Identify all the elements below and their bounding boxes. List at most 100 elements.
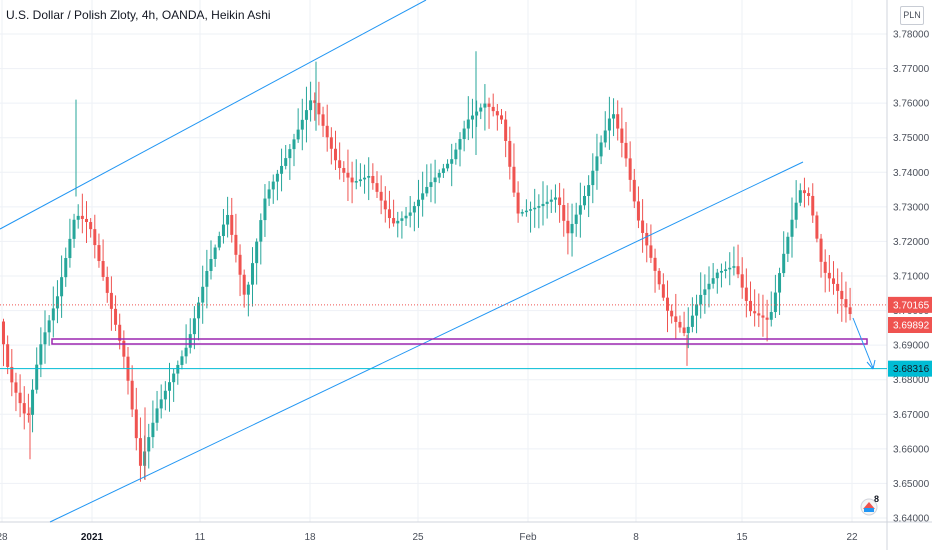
channel-upper-line (0, 0, 427, 230)
candle-body (375, 183, 379, 192)
candle-body (466, 119, 470, 129)
candle-body (300, 119, 304, 130)
candle-body (798, 190, 802, 203)
candle-body (138, 438, 142, 466)
price-tag (888, 317, 932, 333)
y-tick-label: 3.77000 (893, 64, 930, 75)
candle-body (64, 258, 68, 278)
support-zone (51, 338, 868, 345)
candle-body (60, 277, 64, 297)
candle-body (450, 159, 454, 164)
x-tick-label: 2021 (81, 532, 104, 543)
candle-body (2, 321, 5, 345)
candle-body (304, 110, 308, 120)
candle-body (346, 172, 350, 178)
candle-body (35, 364, 39, 390)
candle-body (80, 215, 84, 219)
candle-body (350, 177, 354, 183)
candle-body (14, 382, 18, 393)
candle-body (342, 168, 346, 173)
candle-body (533, 207, 537, 210)
candle-body (72, 219, 76, 239)
candle-body (313, 100, 317, 103)
candle-body (524, 210, 528, 213)
candle-body (109, 292, 113, 309)
candle-body (321, 114, 325, 126)
x-tick-label: 8 (633, 532, 639, 543)
candle-body (367, 176, 371, 178)
candle-body (263, 198, 267, 221)
candle-body (39, 344, 43, 365)
y-tick-label: 3.73000 (893, 202, 930, 213)
candle-body (811, 195, 815, 216)
candle-body (184, 347, 188, 357)
candle-body (51, 308, 55, 321)
candle-body (645, 232, 649, 246)
candle-body (707, 283, 711, 290)
candle-body (188, 334, 192, 348)
candle-body (558, 197, 562, 206)
candle-body (396, 220, 400, 224)
y-tick-label: 3.69000 (893, 341, 930, 352)
candle-body (695, 304, 699, 316)
candle-body (209, 258, 213, 271)
y-tick-label: 3.76000 (893, 99, 930, 110)
candle-body (114, 308, 118, 325)
candle-body (512, 166, 516, 193)
candle-body (641, 220, 645, 233)
candle-body (379, 191, 383, 201)
candle-body (715, 272, 719, 279)
candle-body (757, 313, 761, 316)
candle-body (832, 278, 835, 284)
candle-body (670, 310, 674, 317)
candle-body (201, 286, 205, 303)
candle-body (408, 212, 412, 216)
candle-body (578, 205, 582, 215)
candle-body (566, 220, 570, 234)
candle-body (97, 245, 101, 262)
candle-body (151, 422, 155, 438)
candle-body (433, 177, 437, 183)
price-tag-label: 3.68316 (893, 364, 930, 375)
candle-body (790, 219, 794, 237)
candle-body (711, 278, 715, 284)
candle-body (197, 302, 201, 319)
candle-body (724, 269, 728, 271)
candle-body (462, 128, 466, 140)
candle-body (43, 332, 47, 345)
candle-body (172, 373, 176, 383)
candle-body (802, 190, 806, 194)
candle-body (769, 312, 773, 320)
candle-body (122, 340, 126, 357)
candle-body (819, 238, 823, 262)
candle-body (134, 409, 138, 439)
currency-badge[interactable]: PLN (900, 6, 924, 25)
candle-body (549, 199, 553, 202)
candle-body (22, 403, 26, 414)
candle-body (101, 261, 105, 277)
candle-body (10, 366, 14, 383)
candle-body (404, 215, 408, 219)
projection-arrow (852, 317, 874, 369)
candle-body (487, 103, 491, 107)
candle-body (678, 321, 682, 328)
candle-body (553, 197, 557, 200)
candle-body (387, 209, 391, 219)
y-tick-label: 3.66000 (893, 444, 930, 455)
candle-body (504, 119, 508, 141)
candle-body (728, 267, 732, 270)
candle-body (267, 189, 271, 199)
projection-arrow-head (866, 359, 876, 370)
candle-body (827, 272, 831, 279)
candle-body (363, 177, 367, 180)
candle-body (848, 307, 852, 315)
candle-body (392, 218, 396, 224)
candle-body (130, 380, 134, 410)
candle-body (470, 115, 474, 120)
x-tick-label: 15 (736, 532, 748, 543)
candle-body (782, 253, 786, 274)
candle-body (230, 214, 234, 235)
candle-body (674, 316, 678, 322)
